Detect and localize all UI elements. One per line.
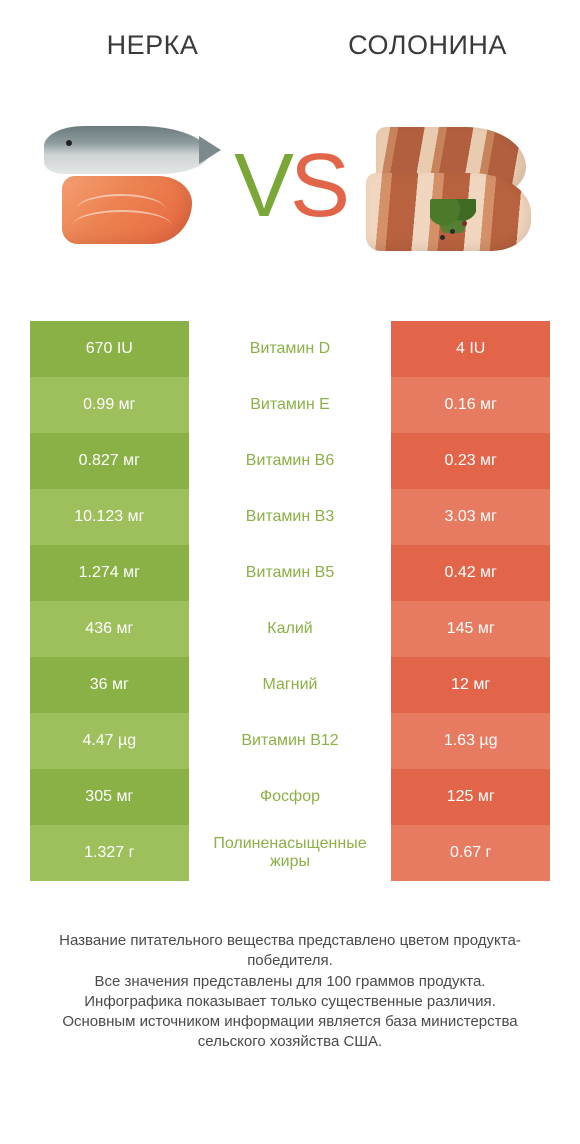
left-value: 4.47 µg (30, 713, 189, 769)
right-product-title: СОЛОНИНА (315, 30, 540, 61)
right-value: 0.23 мг (391, 433, 550, 489)
footer-line: Инфографика показывает только существенн… (36, 992, 544, 1012)
nutrient-name: Витамин B3 (189, 489, 392, 545)
table-row: 305 мгФосфор125 мг (30, 769, 550, 825)
right-value: 0.42 мг (391, 545, 550, 601)
nutrient-name: Витамин D (189, 321, 392, 377)
footer-line: Название питательного вещества представл… (36, 931, 544, 972)
right-value: 125 мг (391, 769, 550, 825)
table-row: 1.327 гПолиненасыщенные жиры0.67 г (30, 825, 550, 881)
nutrient-name: Витамин B6 (189, 433, 392, 489)
table-row: 670 IUВитамин D4 IU (30, 321, 550, 377)
nutrient-name: Полиненасыщенные жиры (189, 825, 392, 881)
table-row: 10.123 мгВитамин B33.03 мг (30, 489, 550, 545)
nutrient-name: Магний (189, 657, 392, 713)
table-row: 36 мгМагний12 мг (30, 657, 550, 713)
left-food-illustration (30, 101, 228, 271)
bacon-icon (366, 121, 536, 251)
nutrient-name: Витамин E (189, 377, 392, 433)
vs-s: S (290, 141, 346, 231)
table-row: 436 мгКалий145 мг (30, 601, 550, 657)
left-value: 436 мг (30, 601, 189, 657)
vs-row: VS (30, 101, 550, 271)
right-value: 4 IU (391, 321, 550, 377)
nutrient-name: Витамин B12 (189, 713, 392, 769)
left-value: 670 IU (30, 321, 189, 377)
left-product-title: НЕРКА (40, 30, 265, 61)
nutrient-name: Калий (189, 601, 392, 657)
left-value: 36 мг (30, 657, 189, 713)
left-value: 305 мг (30, 769, 189, 825)
left-value: 0.827 мг (30, 433, 189, 489)
table-row: 0.827 мгВитамин B60.23 мг (30, 433, 550, 489)
vs-v: V (234, 141, 290, 231)
right-value: 145 мг (391, 601, 550, 657)
vs-label: VS (234, 141, 346, 231)
right-value: 0.67 г (391, 825, 550, 881)
table-row: 4.47 µgВитамин B121.63 µg (30, 713, 550, 769)
left-value: 1.327 г (30, 825, 189, 881)
left-value: 1.274 мг (30, 545, 189, 601)
footer-line: Все значения представлены для 100 граммо… (36, 972, 544, 992)
footer-notes: Название питательного вещества представл… (30, 931, 550, 1053)
left-value: 0.99 мг (30, 377, 189, 433)
left-value: 10.123 мг (30, 489, 189, 545)
nutrient-name: Фосфор (189, 769, 392, 825)
right-food-illustration (352, 101, 550, 271)
right-value: 1.63 µg (391, 713, 550, 769)
right-value: 3.03 мг (391, 489, 550, 545)
salmon-icon (44, 126, 214, 246)
table-row: 1.274 мгВитамин B50.42 мг (30, 545, 550, 601)
infographic-page: НЕРКА СОЛОНИНА VS 670 IUВитамин D4 IU0.9… (0, 0, 580, 1144)
nutrient-table: 670 IUВитамин D4 IU0.99 мгВитамин E0.16 … (30, 321, 550, 881)
footer-line: Основным источником информации является … (36, 1012, 544, 1053)
right-value: 12 мг (391, 657, 550, 713)
titles-row: НЕРКА СОЛОНИНА (30, 30, 550, 61)
right-value: 0.16 мг (391, 377, 550, 433)
nutrient-name: Витамин B5 (189, 545, 392, 601)
table-row: 0.99 мгВитамин E0.16 мг (30, 377, 550, 433)
